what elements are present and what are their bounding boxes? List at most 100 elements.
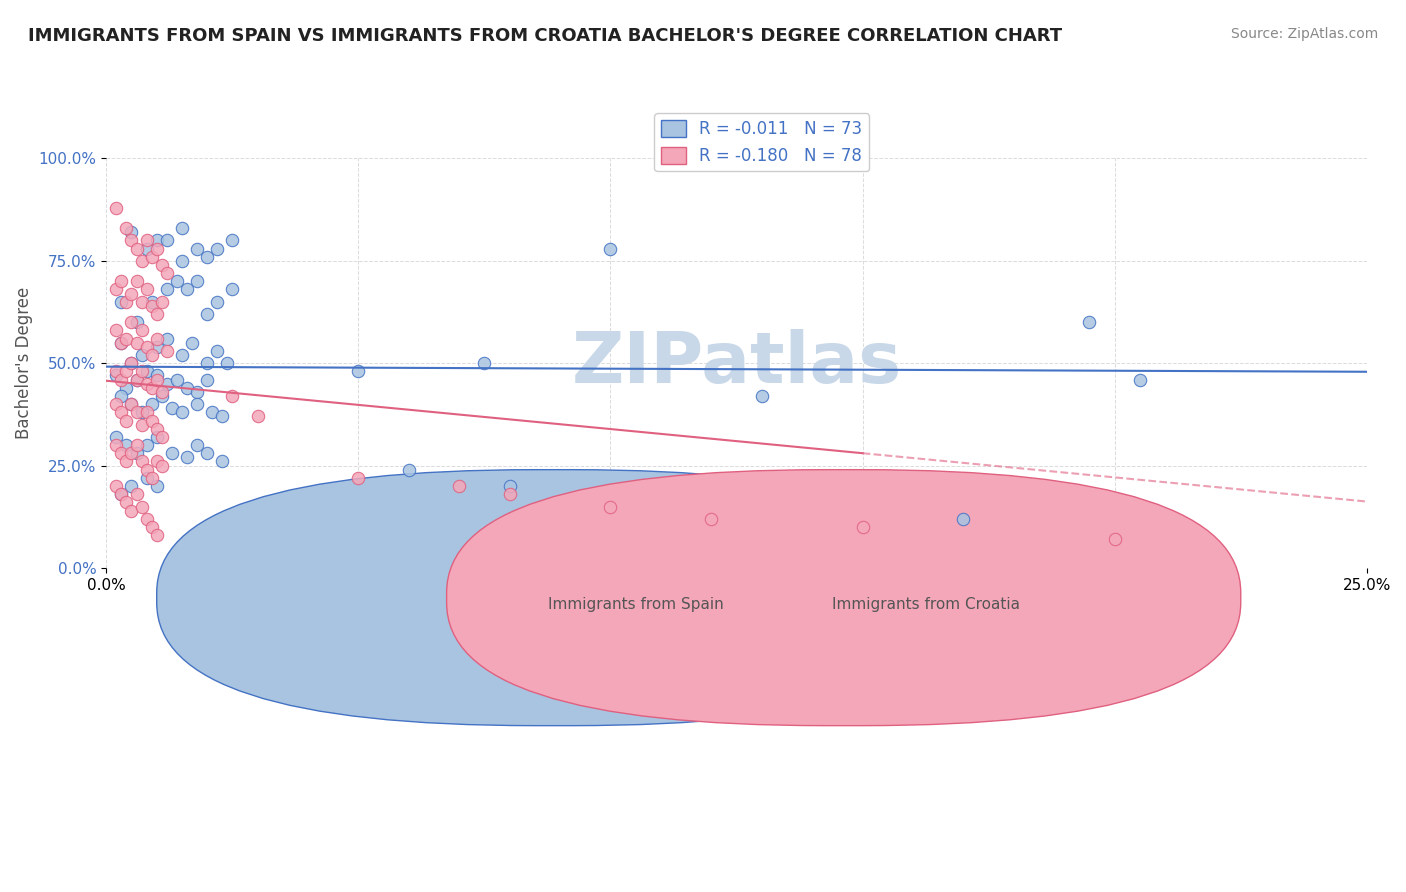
Point [135,463,157,477]
Point [135,233,157,247]
Point [145,422,167,436]
Point [131,348,153,362]
Point [347,364,370,378]
Point [125,487,148,501]
Point [952,512,974,526]
Point [145,430,167,444]
Point [125,242,148,256]
Point [166,373,188,387]
Point [141,397,163,411]
Point [110,373,132,387]
Point [121,286,143,301]
Point [131,417,153,432]
Point [145,479,167,493]
Point [105,283,128,297]
Point [105,364,128,378]
Point [135,512,157,526]
Point [141,381,163,395]
Point [156,343,179,358]
Point [125,438,148,452]
Point [145,332,167,346]
Point [125,373,148,387]
Point [176,283,198,297]
Text: ZIPatlas: ZIPatlas [571,328,901,398]
Point [110,446,132,460]
Text: Immigrants from Spain: Immigrants from Spain [548,597,724,612]
Point [141,471,163,485]
Point [110,294,132,309]
Point [121,503,143,517]
Point [211,409,233,424]
Point [115,413,138,427]
Point [160,446,183,460]
Point [141,250,163,264]
Point [121,315,143,329]
Point [105,479,128,493]
Point [131,294,153,309]
Point [205,294,228,309]
Point [498,479,520,493]
Point [125,315,148,329]
Point [110,274,132,288]
Point [105,323,128,337]
Point [141,294,163,309]
Point [110,487,132,501]
Point [131,405,153,419]
Point [145,528,167,542]
Point [135,471,157,485]
Point [125,274,148,288]
Point [115,221,138,235]
Point [141,520,163,534]
Point [599,500,621,514]
Point [131,323,153,337]
Point [195,356,218,370]
Point [110,335,132,350]
Point [449,479,471,493]
Point [115,381,138,395]
Point [186,274,208,288]
FancyBboxPatch shape [447,470,1240,726]
Point [145,454,167,468]
Point [186,438,208,452]
Point [131,454,153,468]
Point [125,405,148,419]
Point [150,430,173,444]
Point [150,458,173,473]
Point [145,368,167,383]
Point [141,413,163,427]
Point [121,225,143,239]
Point [1104,533,1126,547]
Text: IMMIGRANTS FROM SPAIN VS IMMIGRANTS FROM CROATIA BACHELOR'S DEGREE CORRELATION C: IMMIGRANTS FROM SPAIN VS IMMIGRANTS FROM… [28,27,1063,45]
Point [110,335,132,350]
Point [221,283,243,297]
Point [135,340,157,354]
Point [141,299,163,313]
Point [751,389,773,403]
Point [135,438,157,452]
Point [131,253,153,268]
Point [110,487,132,501]
Point [105,438,128,452]
Point [135,376,157,391]
Point [170,405,193,419]
Point [211,454,233,468]
Point [131,364,153,378]
Point [115,364,138,378]
Point [121,356,143,370]
Point [347,471,370,485]
Point [115,332,138,346]
Point [205,343,228,358]
Point [115,495,138,509]
Point [145,242,167,256]
Point [105,201,128,215]
Point [195,307,218,321]
Point [474,356,496,370]
Point [700,512,723,526]
Point [201,405,224,419]
Point [170,253,193,268]
Point [599,242,621,256]
Point [176,450,198,465]
Point [186,384,208,399]
Point [145,233,167,247]
Point [166,274,188,288]
